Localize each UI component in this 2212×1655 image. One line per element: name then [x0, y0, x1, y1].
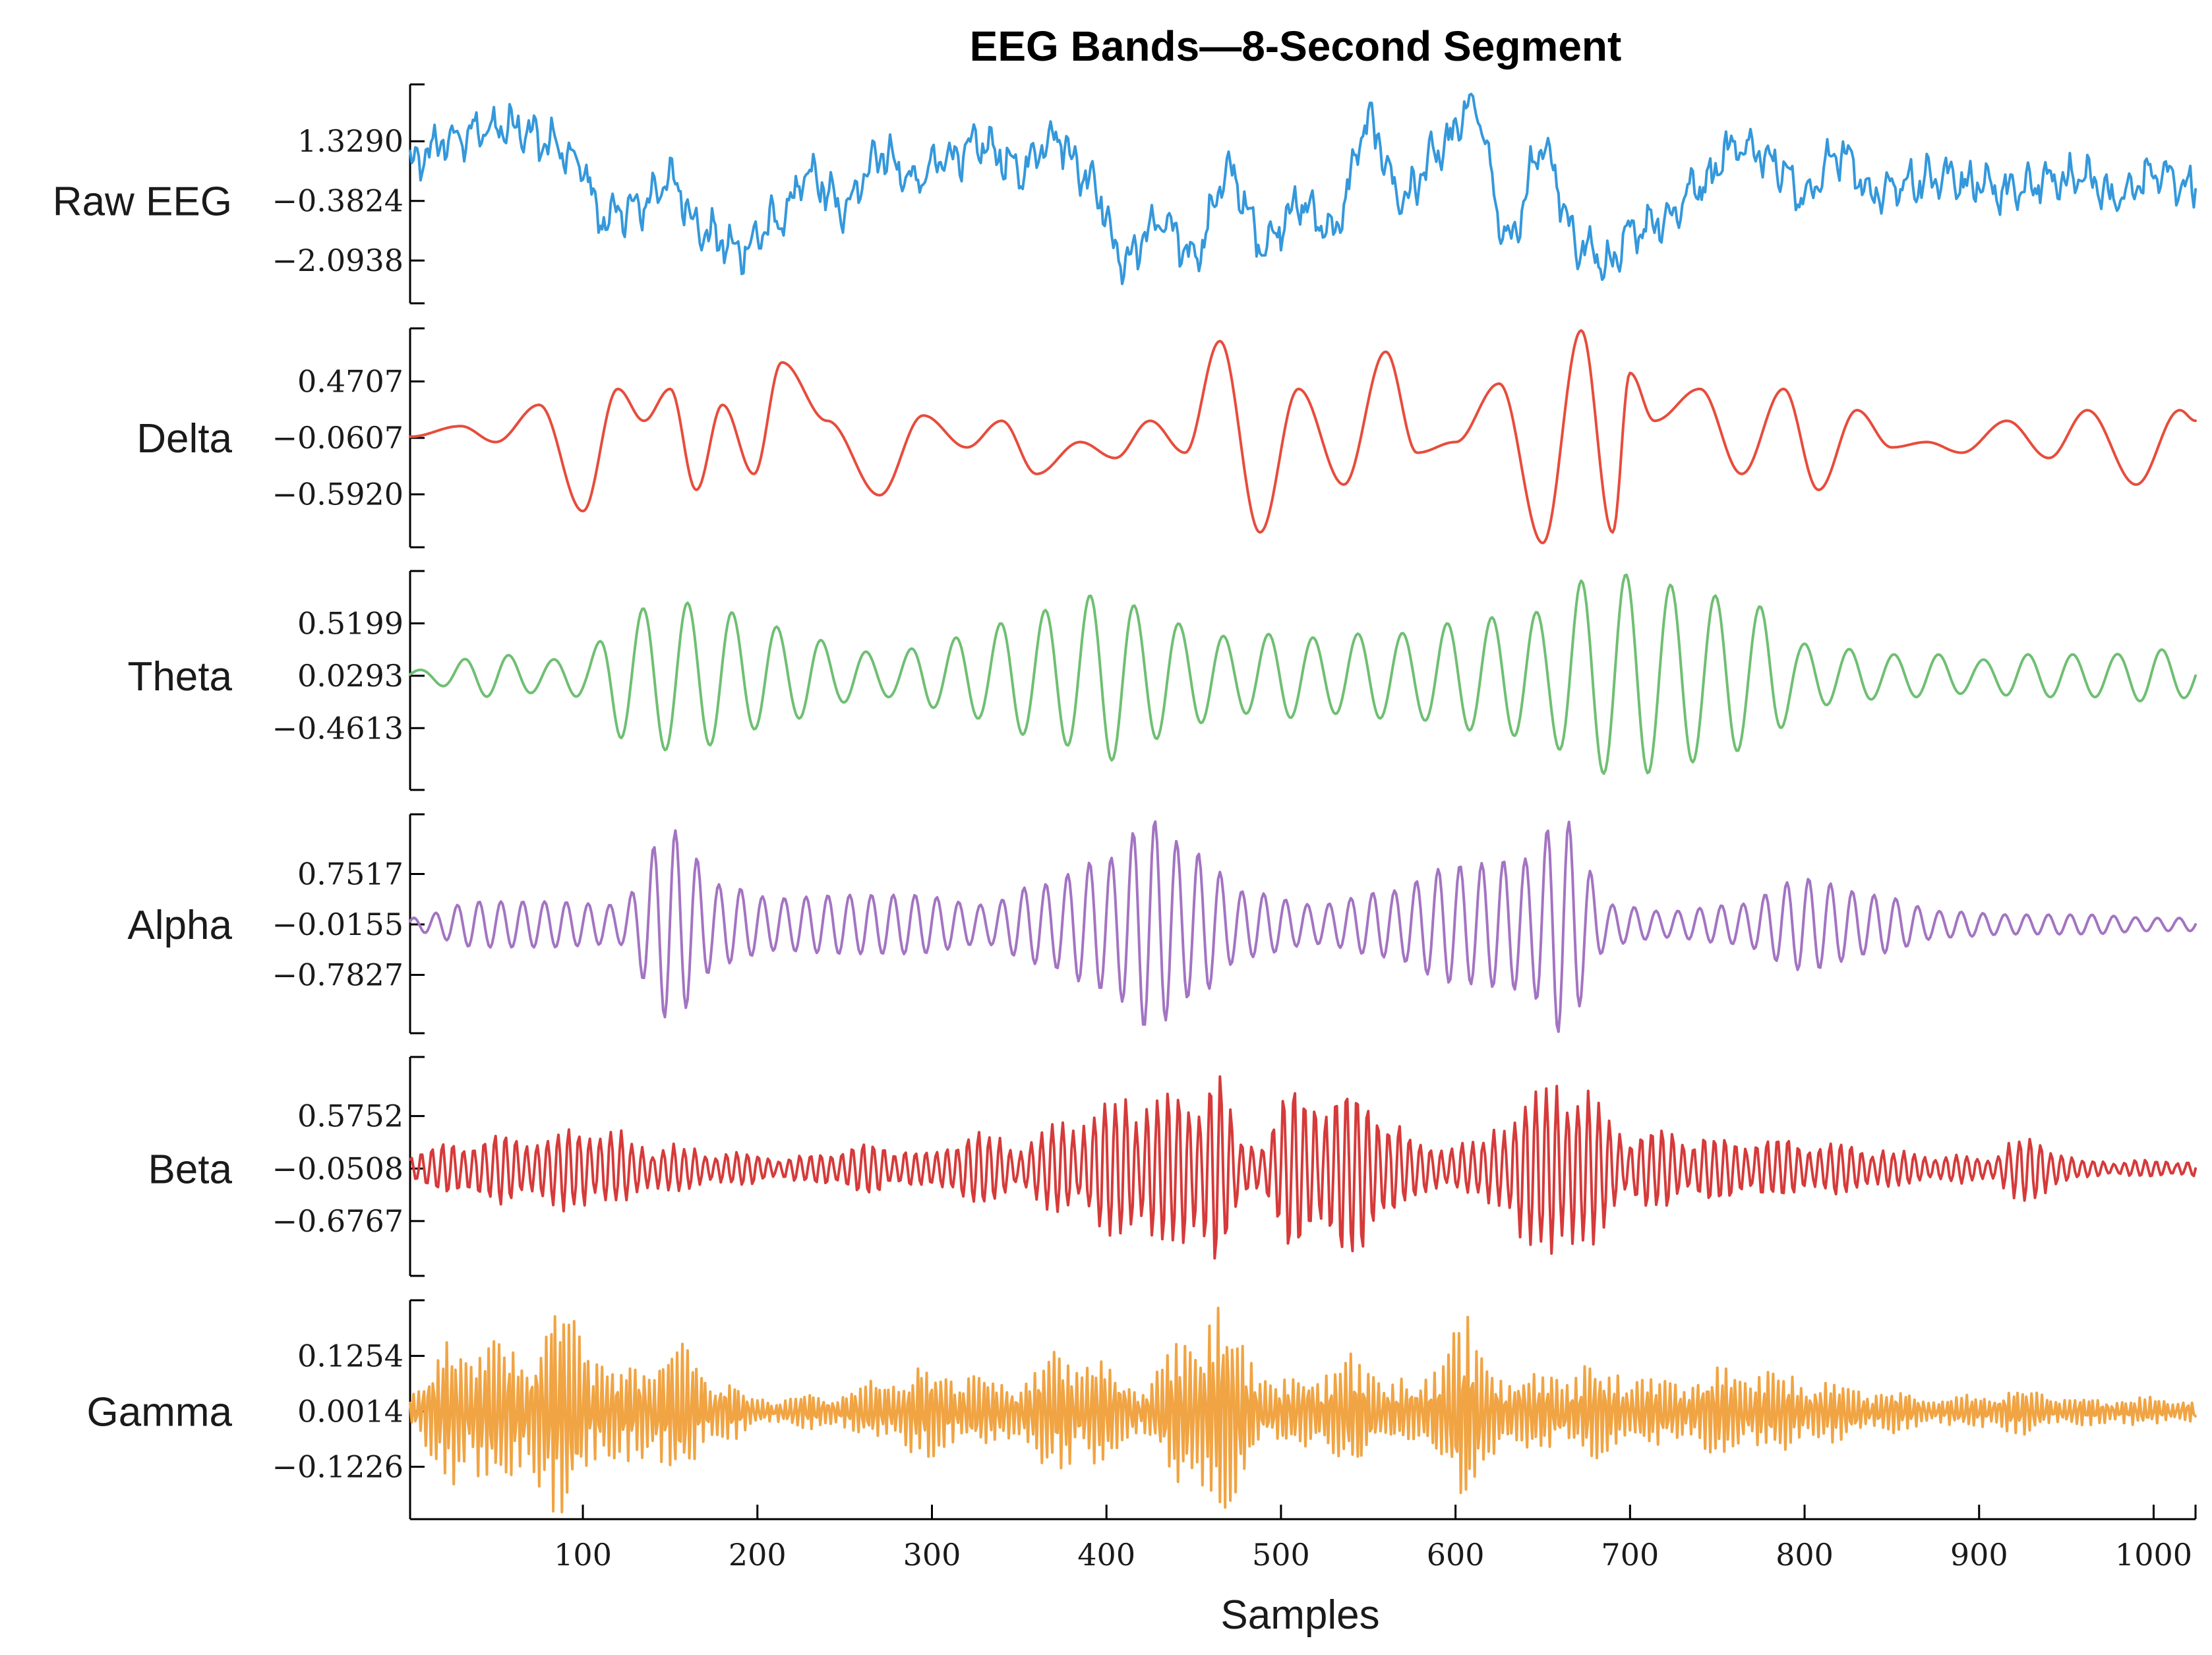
y-tick-label: −0.0155	[272, 907, 404, 942]
y-tick-label: −0.3824	[272, 183, 404, 219]
x-tick-label: 200	[729, 1537, 787, 1573]
panel-alpha: 0.7517 −0.0155 −0.7827 Alpha	[127, 813, 2197, 1035]
panel-gamma: 0.1254 0.0014 −0.1226 Gamma	[87, 1299, 2197, 1520]
band-label: Beta	[148, 1147, 232, 1192]
chart-title: EEG Bands—8-Second Segment	[970, 22, 1622, 70]
panel-theta: 0.5199 0.0293 −0.4613 Theta	[127, 570, 2197, 791]
x-tick-label: 300	[903, 1537, 961, 1573]
y-tick-label: 0.1254	[297, 1338, 404, 1373]
x-tick-label: 400	[1077, 1537, 1135, 1573]
trace-gamma	[409, 1306, 2197, 1514]
y-tick-label: −2.0938	[272, 243, 404, 278]
trace-alpha	[409, 820, 2197, 1033]
panel-raw-eeg: 1.3290 −0.3824 −2.0938 Raw EEG	[53, 83, 2197, 305]
trace-delta	[409, 329, 2197, 545]
x-tick-label: 600	[1427, 1537, 1485, 1573]
y-tick-label: 0.5752	[297, 1098, 404, 1134]
y-tick-label: 0.0014	[297, 1393, 404, 1429]
band-label: Theta	[127, 654, 232, 700]
y-tick-label: 0.7517	[297, 857, 404, 892]
band-label: Raw EEG	[53, 179, 232, 225]
x-tick-label: 100	[554, 1537, 612, 1573]
band-label: Delta	[136, 416, 232, 462]
x-tick-label: 1000	[2115, 1537, 2192, 1573]
y-tick-label: −0.1226	[272, 1449, 404, 1484]
y-tick-label: 0.5199	[297, 605, 404, 641]
trace-beta	[409, 1075, 2197, 1260]
band-label: Gamma	[87, 1389, 233, 1435]
band-label: Alpha	[127, 903, 232, 948]
x-tick-label: 900	[1950, 1537, 2008, 1573]
panel-beta: 0.5752 −0.0508 −0.6767 Beta	[148, 1056, 2197, 1277]
x-axis: 100 200 300 400 500 600 700 800 900 1000	[409, 1505, 2197, 1573]
y-tick-label: −0.0508	[272, 1151, 404, 1186]
y-tick-label: −0.0607	[272, 420, 404, 456]
y-tick-label: −0.4613	[272, 710, 404, 746]
y-tick-label: −0.7827	[272, 957, 404, 993]
panel-delta: 0.4707 −0.0607 −0.5920 Delta	[136, 327, 2197, 549]
trace-raw-eeg	[409, 92, 2197, 286]
y-tick-label: 0.4707	[297, 363, 404, 399]
y-tick-label: 1.3290	[297, 123, 404, 159]
y-tick-label: 0.0293	[297, 658, 404, 694]
x-tick-label: 500	[1252, 1537, 1310, 1573]
y-tick-label: −0.5920	[272, 477, 404, 512]
trace-theta	[409, 573, 2197, 775]
band-panels: 1.3290 −0.3824 −2.0938 Raw EEG 0.4707 −0.0607…	[53, 83, 2197, 1520]
x-tick-label: 800	[1776, 1537, 1834, 1573]
x-axis-label: Samples	[1220, 1592, 1379, 1638]
y-tick-label: −0.6767	[272, 1203, 404, 1239]
x-tick-label: 700	[1601, 1537, 1659, 1573]
